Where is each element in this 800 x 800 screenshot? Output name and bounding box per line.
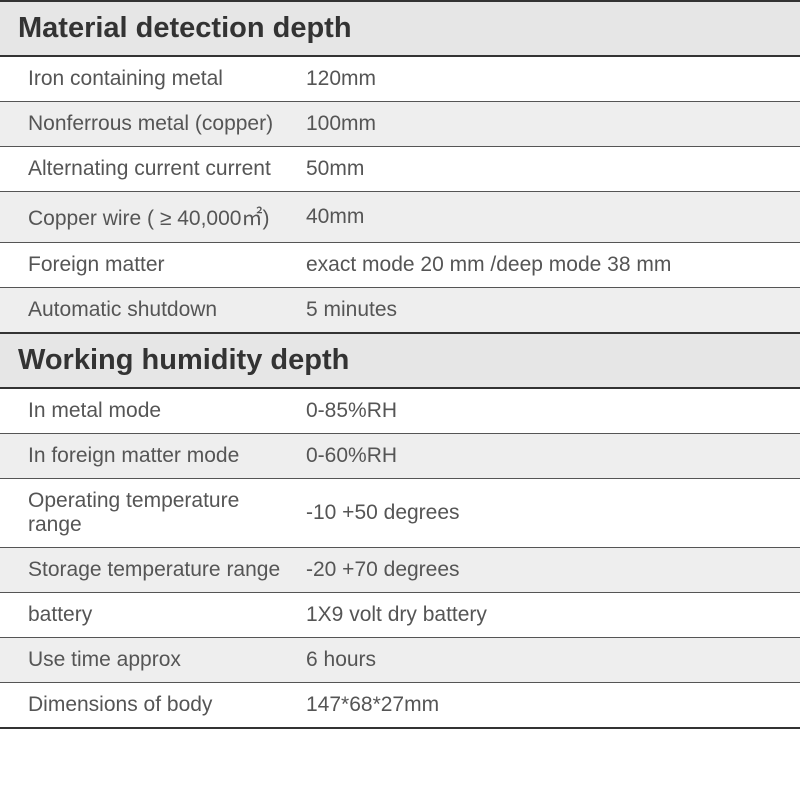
section-title: Material detection depth bbox=[0, 1, 800, 56]
section-header: Working humidity depth bbox=[0, 333, 800, 388]
specs-table: Material detection depth Iron containing… bbox=[0, 0, 800, 729]
spec-row: Copper wire ( ≥ 40,000㎡) 40mm bbox=[0, 192, 800, 243]
spec-value: 6 hours bbox=[300, 638, 800, 683]
spec-row: Dimensions of body 147*68*27mm bbox=[0, 683, 800, 729]
spec-row: In foreign matter mode 0-60%RH bbox=[0, 434, 800, 479]
spec-value: 120mm bbox=[300, 56, 800, 102]
spec-row: Operating temperature range -10 +50 degr… bbox=[0, 479, 800, 548]
spec-label: In metal mode bbox=[0, 388, 300, 434]
spec-label: Storage temperature range bbox=[0, 548, 300, 593]
section-title: Working humidity depth bbox=[0, 333, 800, 388]
spec-row: battery 1X9 volt dry battery bbox=[0, 593, 800, 638]
spec-label: battery bbox=[0, 593, 300, 638]
spec-row: Nonferrous metal (copper) 100mm bbox=[0, 102, 800, 147]
spec-row: In metal mode 0-85%RH bbox=[0, 388, 800, 434]
spec-label: Iron containing metal bbox=[0, 56, 300, 102]
spec-label: Use time approx bbox=[0, 638, 300, 683]
spec-row: Automatic shutdown 5 minutes bbox=[0, 288, 800, 334]
spec-value: 100mm bbox=[300, 102, 800, 147]
spec-value: 0-60%RH bbox=[300, 434, 800, 479]
spec-value: 50mm bbox=[300, 147, 800, 192]
spec-value: 1X9 volt dry battery bbox=[300, 593, 800, 638]
spec-label: Copper wire ( ≥ 40,000㎡) bbox=[0, 192, 300, 243]
spec-label: Dimensions of body bbox=[0, 683, 300, 729]
spec-value: 0-85%RH bbox=[300, 388, 800, 434]
spec-row: Iron containing metal 120mm bbox=[0, 56, 800, 102]
spec-value: exact mode 20 mm /deep mode 38 mm bbox=[300, 243, 800, 288]
spec-value: -20 +70 degrees bbox=[300, 548, 800, 593]
spec-label: In foreign matter mode bbox=[0, 434, 300, 479]
spec-label: Alternating current current bbox=[0, 147, 300, 192]
spec-row: Alternating current current 50mm bbox=[0, 147, 800, 192]
spec-label: Automatic shutdown bbox=[0, 288, 300, 334]
spec-label: Foreign matter bbox=[0, 243, 300, 288]
spec-value: 147*68*27mm bbox=[300, 683, 800, 729]
spec-row: Use time approx 6 hours bbox=[0, 638, 800, 683]
spec-label: Nonferrous metal (copper) bbox=[0, 102, 300, 147]
spec-value: -10 +50 degrees bbox=[300, 479, 800, 548]
section-header: Material detection depth bbox=[0, 1, 800, 56]
spec-value: 5 minutes bbox=[300, 288, 800, 334]
spec-row: Storage temperature range -20 +70 degree… bbox=[0, 548, 800, 593]
spec-label: Operating temperature range bbox=[0, 479, 300, 548]
spec-value: 40mm bbox=[300, 192, 800, 243]
spec-row: Foreign matter exact mode 20 mm /deep mo… bbox=[0, 243, 800, 288]
